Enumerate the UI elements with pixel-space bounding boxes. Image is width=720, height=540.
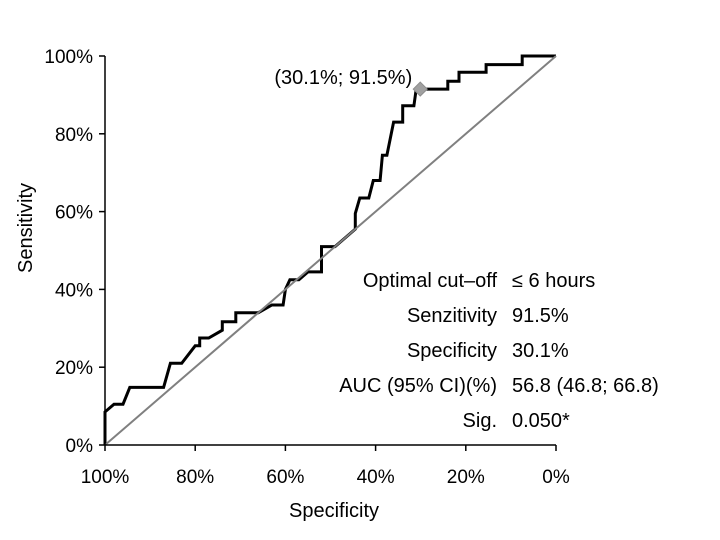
- optimal-cutoff-marker: [412, 81, 428, 97]
- stat-label: AUC (95% CI)(%): [339, 375, 497, 397]
- stat-value: 91.5%: [512, 305, 569, 327]
- x-tick-label: 0%: [542, 467, 570, 488]
- stat-label: Optimal cut–off: [363, 270, 498, 292]
- reference-diagonal-line: [104, 55, 557, 446]
- y-tick-label: 80%: [55, 125, 93, 146]
- optimal-point-label: (30.1%; 91.5%): [274, 67, 412, 89]
- stat-value: 0.050*: [512, 410, 570, 432]
- x-tick-label: 100%: [81, 467, 130, 488]
- labels-layer: (30.1%; 91.5%) Optimal cut–off ≤ 6 hours Se…: [274, 67, 658, 432]
- y-tick-label: 0%: [66, 436, 94, 457]
- y-tick-label: 60%: [55, 203, 93, 224]
- stat-label: Senzitivity: [407, 305, 497, 327]
- ticks-layer: 0% 20% 40% 60% 80% 100% 100% 80% 60% 40% 20% 0%: [44, 47, 569, 488]
- y-tick-label: 100%: [44, 47, 93, 68]
- x-tick-label: 60%: [266, 467, 304, 488]
- x-axis-title: Specificity: [289, 500, 379, 522]
- stat-value: 56.8 (46.8; 66.8): [512, 375, 659, 397]
- y-tick-label: 20%: [55, 358, 93, 379]
- x-tick-label: 20%: [447, 467, 485, 488]
- x-tick-label: 40%: [357, 467, 395, 488]
- y-axis-title: Sensitivity: [15, 183, 37, 273]
- x-tick-label: 80%: [176, 467, 214, 488]
- stat-label: Specificity: [407, 340, 497, 362]
- y-tick-label: 40%: [55, 280, 93, 301]
- stat-value: ≤ 6 hours: [512, 270, 595, 292]
- plot-layer: [103, 54, 557, 446]
- axes-layer: [99, 55, 557, 451]
- stat-value: 30.1%: [512, 340, 569, 362]
- stat-label: Sig.: [463, 410, 497, 432]
